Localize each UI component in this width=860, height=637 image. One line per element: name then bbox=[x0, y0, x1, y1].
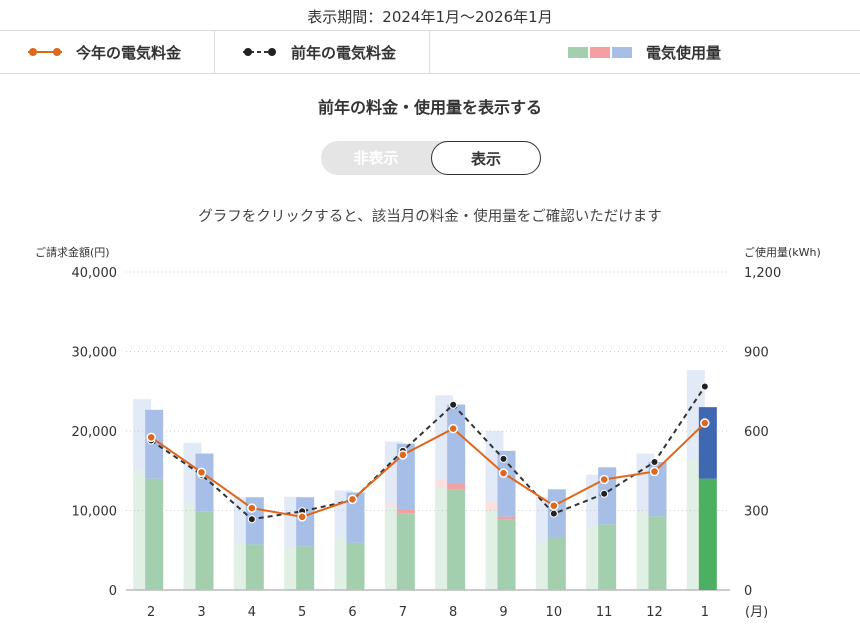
legend-last-year-label: 前年の電気料金 bbox=[291, 43, 397, 62]
last-year-fee-point[interactable] bbox=[549, 509, 558, 518]
this-year-usage-blue-bar[interactable] bbox=[447, 404, 466, 485]
x-tick-label: 9 bbox=[499, 605, 507, 620]
legend-this-year: 今年の電気料金 bbox=[0, 31, 215, 73]
x-tick-label: 11 bbox=[596, 605, 613, 620]
this-year-fee-point[interactable] bbox=[247, 503, 257, 513]
this-year-fee-point[interactable] bbox=[599, 474, 609, 485]
last-year-fee-point[interactable] bbox=[449, 400, 458, 409]
last-year-fee-point[interactable] bbox=[650, 458, 659, 467]
this-year-usage-green-bar[interactable] bbox=[698, 478, 717, 590]
chart-hint: グラフをクリックすると、該当月の料金・使用量をご確認いただけます bbox=[198, 209, 662, 225]
left-tick-label: 30,000 bbox=[72, 346, 118, 361]
this-year-usage-blue-bar[interactable] bbox=[396, 443, 415, 510]
left-tick-label: 20,000 bbox=[72, 425, 118, 440]
legend-bar: 今年の電気料金 前年の電気料金 電気使用量 bbox=[0, 30, 860, 74]
this-year-usage-blue-bar[interactable] bbox=[346, 492, 365, 543]
right-axis-title: ご使用量(kWh) bbox=[744, 245, 821, 259]
this-year-usage-green-bar[interactable] bbox=[296, 546, 315, 590]
this-year-fee-point[interactable] bbox=[146, 432, 156, 443]
this-year-usage-green-bar[interactable] bbox=[648, 516, 667, 590]
this-year-fee-point[interactable] bbox=[549, 500, 559, 511]
right-tick-label: 900 bbox=[744, 346, 769, 361]
this-year-usage-blue-bar[interactable] bbox=[698, 407, 717, 479]
this-year-usage-green-bar[interactable] bbox=[598, 524, 617, 590]
left-tick-label: 0 bbox=[109, 584, 117, 599]
black-dashed-dot-icon bbox=[243, 48, 277, 56]
right-tick-label: 300 bbox=[744, 505, 769, 520]
legend-usage: 電気使用量 bbox=[430, 31, 860, 73]
last-year-usage-pink-bar[interactable] bbox=[435, 480, 454, 488]
toggle-show-option[interactable]: 表示 bbox=[431, 141, 541, 175]
x-tick-label: 12 bbox=[646, 605, 663, 620]
x-tick-label: 10 bbox=[546, 605, 563, 620]
this-year-usage-pink-bar[interactable] bbox=[497, 516, 516, 520]
this-year-fee-line[interactable] bbox=[150, 422, 706, 518]
right-tick-label: 1,200 bbox=[744, 266, 781, 281]
this-year-usage-pink-bar[interactable] bbox=[396, 509, 415, 514]
left-tick-label: 40,000 bbox=[72, 266, 118, 281]
legend-usage-label: 電気使用量 bbox=[646, 43, 722, 62]
legend-this-year-label: 今年の電気料金 bbox=[76, 43, 182, 62]
x-tick-label: 4 bbox=[248, 605, 256, 620]
this-year-usage-blue-bar[interactable] bbox=[145, 409, 164, 479]
x-tick-label: 6 bbox=[348, 605, 356, 620]
x-tick-label: 2 bbox=[147, 605, 155, 620]
right-tick-label: 600 bbox=[744, 425, 769, 440]
this-year-usage-green-bar[interactable] bbox=[396, 513, 415, 590]
usage-swatch-icon bbox=[568, 46, 634, 58]
this-year-usage-green-bar[interactable] bbox=[195, 511, 214, 590]
x-tick-label: 8 bbox=[449, 605, 457, 620]
this-year-fee-point[interactable] bbox=[297, 512, 307, 522]
display-period: 表示期間：2024年1月～2026年1月 bbox=[307, 8, 553, 26]
chart[interactable]: ご請求金額(円) ご使用量(kWh) (月) 0 10,000 20,000 30,0… bbox=[0, 235, 860, 635]
this-year-fee-point[interactable] bbox=[196, 467, 207, 478]
x-tick-label: 5 bbox=[298, 605, 306, 620]
this-year-usage-green-bar[interactable] bbox=[245, 544, 264, 590]
x-tick-label: 3 bbox=[197, 605, 205, 620]
left-axis-title: ご請求金額(円) bbox=[35, 245, 110, 259]
last-year-fee-point[interactable] bbox=[700, 382, 709, 391]
this-year-usage-blue-bar[interactable] bbox=[296, 497, 315, 547]
last-year-usage-pink-bar[interactable] bbox=[485, 501, 504, 511]
previous-year-toggle[interactable]: 非表示 表示 bbox=[321, 141, 541, 175]
this-year-fee-point[interactable] bbox=[700, 418, 710, 428]
this-year-usage-pink-bar[interactable] bbox=[447, 484, 466, 490]
this-year-usage-green-bar[interactable] bbox=[447, 489, 466, 590]
last-year-usage-pink-bar[interactable] bbox=[384, 503, 403, 507]
this-year-fee-point[interactable] bbox=[398, 450, 408, 460]
legend-last-year: 前年の電気料金 bbox=[215, 31, 430, 73]
right-tick-label: 0 bbox=[744, 584, 752, 599]
x-tick-label: 1 bbox=[701, 605, 709, 620]
last-year-fee-point[interactable] bbox=[247, 515, 256, 524]
this-year-usage-green-bar[interactable] bbox=[497, 519, 516, 590]
toggle-hide-option[interactable]: 非表示 bbox=[353, 149, 399, 167]
this-year-fee-point[interactable] bbox=[498, 468, 509, 478]
this-year-fee-point[interactable] bbox=[448, 423, 458, 434]
toggle-title: 前年の料金・使用量を表示する bbox=[317, 98, 542, 117]
orange-line-dot-icon bbox=[28, 48, 62, 56]
left-tick-label: 10,000 bbox=[72, 505, 118, 520]
last-year-fee-line[interactable] bbox=[150, 385, 706, 521]
x-tick-label: 7 bbox=[399, 605, 407, 620]
last-year-fee-point[interactable] bbox=[600, 489, 609, 498]
this-year-fee-point[interactable] bbox=[649, 466, 660, 477]
this-year-fee-point[interactable] bbox=[347, 494, 358, 505]
x-unit-label: (月) bbox=[745, 605, 768, 620]
this-year-usage-green-bar[interactable] bbox=[547, 537, 566, 590]
this-year-usage-green-bar[interactable] bbox=[346, 542, 365, 590]
last-year-fee-point[interactable] bbox=[499, 454, 508, 463]
this-year-usage-green-bar[interactable] bbox=[145, 478, 164, 590]
